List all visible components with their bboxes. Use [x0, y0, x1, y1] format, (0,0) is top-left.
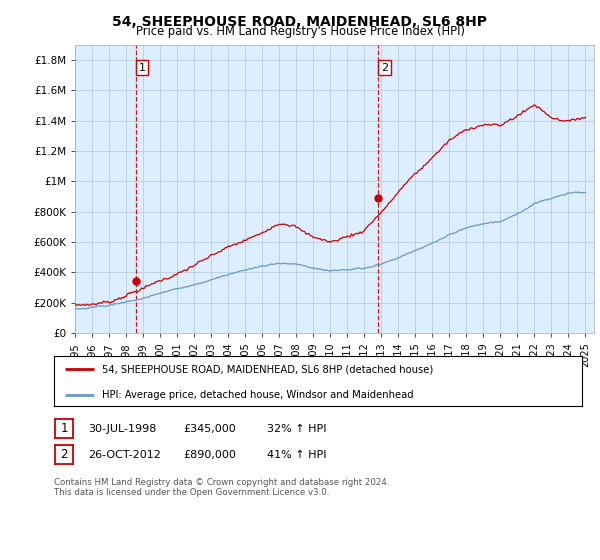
Text: 41% ↑ HPI: 41% ↑ HPI: [267, 450, 326, 460]
Text: 30-JUL-1998: 30-JUL-1998: [88, 424, 157, 434]
Text: £890,000: £890,000: [183, 450, 236, 460]
Text: This data is licensed under the Open Government Licence v3.0.: This data is licensed under the Open Gov…: [54, 488, 329, 497]
Text: 1: 1: [61, 422, 68, 436]
Text: £345,000: £345,000: [183, 424, 236, 434]
Text: 26-OCT-2012: 26-OCT-2012: [88, 450, 161, 460]
Text: 32% ↑ HPI: 32% ↑ HPI: [267, 424, 326, 434]
Text: 2: 2: [381, 63, 388, 73]
Text: 54, SHEEPHOUSE ROAD, MAIDENHEAD, SL6 8HP (detached house): 54, SHEEPHOUSE ROAD, MAIDENHEAD, SL6 8HP…: [101, 364, 433, 374]
Text: Price paid vs. HM Land Registry's House Price Index (HPI): Price paid vs. HM Land Registry's House …: [136, 25, 464, 38]
Text: 1: 1: [139, 63, 145, 73]
Text: HPI: Average price, detached house, Windsor and Maidenhead: HPI: Average price, detached house, Wind…: [101, 390, 413, 400]
Text: 2: 2: [61, 448, 68, 461]
Text: Contains HM Land Registry data © Crown copyright and database right 2024.: Contains HM Land Registry data © Crown c…: [54, 478, 389, 487]
Text: 54, SHEEPHOUSE ROAD, MAIDENHEAD, SL6 8HP: 54, SHEEPHOUSE ROAD, MAIDENHEAD, SL6 8HP: [113, 15, 487, 29]
